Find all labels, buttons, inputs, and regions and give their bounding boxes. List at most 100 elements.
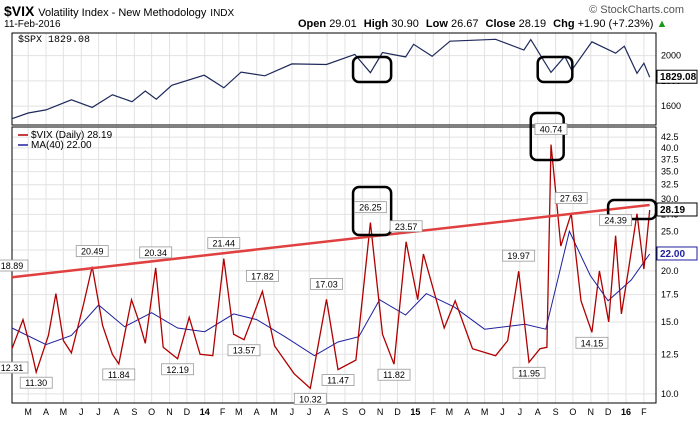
data-label: 23.57 — [395, 222, 418, 232]
x-tick-label: 16 — [621, 407, 631, 417]
close-label: Close — [485, 18, 516, 30]
instrument-name: Volatility Index - New Methodology — [38, 7, 207, 19]
spx-y-tick-label: 1600 — [661, 101, 681, 111]
data-label-box — [377, 368, 411, 381]
x-tick-label: A — [464, 407, 470, 417]
x-tick-label: A — [535, 407, 541, 417]
data-label-box — [75, 245, 109, 258]
low-label: Low — [425, 18, 448, 30]
vix-y-tick-label: 40.0 — [661, 143, 679, 153]
x-tick-label: J — [518, 407, 523, 417]
x-tick-label: A — [254, 407, 260, 417]
data-label: 20.49 — [81, 247, 104, 257]
open-value: 29.01 — [329, 18, 357, 30]
data-label-box — [161, 363, 195, 376]
data-label-box — [139, 246, 173, 259]
x-tick-label: O — [359, 407, 366, 417]
exchange: INDX — [210, 8, 235, 19]
x-tick-label: M — [446, 407, 454, 417]
x-tick-label: N — [588, 407, 595, 417]
x-tick-label: M — [235, 407, 243, 417]
data-label: 19.97 — [507, 251, 530, 261]
highlight-box — [606, 198, 658, 221]
data-label: 18.89 — [1, 261, 24, 271]
data-label: 24.39 — [604, 216, 627, 226]
x-tick-label: M — [270, 407, 278, 417]
data-label-box — [534, 123, 568, 136]
x-tick-label: J — [79, 407, 84, 417]
spx-y-tick-label: 2000 — [661, 51, 681, 61]
x-tick-label: D — [394, 407, 401, 417]
data-label-box — [575, 336, 609, 349]
spx-panel-frame — [11, 32, 657, 126]
data-label: 11.84 — [108, 370, 130, 380]
vix-y-tick-label: 15.0 — [661, 317, 679, 327]
x-tick-label: J — [307, 407, 312, 417]
data-label-box — [599, 214, 633, 227]
x-tick-label: 14 — [200, 407, 210, 417]
x-tick-label: M — [24, 407, 32, 417]
vix-panel-frame — [11, 126, 657, 404]
brand-credit: © StockCharts.com — [589, 4, 684, 16]
high-value: 30.90 — [391, 18, 419, 30]
spx-last-value: 1829.08 — [660, 72, 697, 83]
x-tick-label: F — [431, 407, 437, 417]
spx-last-value-box — [656, 69, 698, 84]
vix-legend: $VIX (Daily) 28.19 — [31, 130, 113, 141]
data-label-box — [389, 220, 423, 233]
data-label-box — [207, 237, 241, 249]
vix-y-tick-label: 20.0 — [661, 266, 679, 276]
data-label-box — [353, 201, 387, 214]
data-label: 10.32 — [299, 394, 322, 404]
vix-y-tick-label: 42.5 — [661, 132, 679, 142]
x-tick-label: D — [605, 407, 612, 417]
data-label: 11.95 — [518, 368, 540, 378]
x-tick-label: 15 — [410, 407, 420, 417]
highlight-box — [529, 111, 565, 162]
vix-y-tick-label: 17.5 — [661, 290, 679, 300]
chg-value: +1.90 (+7.23%) — [577, 18, 654, 30]
chg-up-arrow-icon: ▲ — [656, 18, 668, 30]
x-tick-label: O — [148, 407, 155, 417]
data-label-box — [554, 192, 588, 204]
x-tick-label: A — [113, 407, 119, 417]
ma40-line — [11, 229, 651, 357]
data-label-box — [293, 392, 327, 405]
data-label: 12.31 — [1, 363, 24, 373]
ohlc-readout: Open 29.01 High 30.90 Low 26.67 Close 28… — [298, 18, 667, 30]
x-tick-label: N — [377, 407, 384, 417]
x-tick-label: D — [184, 407, 191, 417]
data-label: 12.19 — [166, 365, 189, 375]
data-label-box — [310, 278, 343, 290]
x-tick-label: J — [500, 407, 505, 417]
data-label: 11.47 — [327, 376, 349, 386]
spx-line — [11, 38, 651, 120]
spx-legend: $SPX 1829.08 — [18, 34, 90, 46]
low-value: 26.67 — [450, 18, 479, 30]
resistance-trendline — [11, 203, 650, 279]
data-label: 17.82 — [251, 271, 274, 281]
chg-label: Chg — [553, 18, 575, 30]
x-tick-label: J — [290, 407, 295, 417]
data-label: 27.63 — [560, 194, 583, 204]
vix-y-tick-label: 30.0 — [661, 194, 679, 204]
data-label: 40.74 — [540, 125, 563, 135]
symbol: $VIX — [4, 3, 35, 19]
x-tick-label: F — [641, 407, 647, 417]
x-tick-label: A — [324, 407, 330, 417]
vix-last-value: 28.19 — [660, 205, 685, 216]
x-tick-label: S — [553, 407, 559, 417]
ma-legend: MA(40) 22.00 — [31, 140, 92, 151]
vix-y-tick-label: 32.5 — [661, 180, 679, 190]
data-label: 26.25 — [359, 203, 382, 213]
vix-y-tick-label: 10.0 — [661, 389, 679, 399]
ma-last-value-box — [656, 246, 698, 261]
ma-last-value: 22.00 — [660, 249, 685, 260]
x-tick-label: N — [166, 407, 173, 417]
highlight-box — [536, 55, 574, 84]
x-tick-label: O — [569, 407, 576, 417]
x-tick-label: F — [220, 407, 226, 417]
x-tick-label: S — [342, 407, 348, 417]
highlight-box — [351, 55, 393, 84]
x-tick-label: M — [481, 407, 489, 417]
